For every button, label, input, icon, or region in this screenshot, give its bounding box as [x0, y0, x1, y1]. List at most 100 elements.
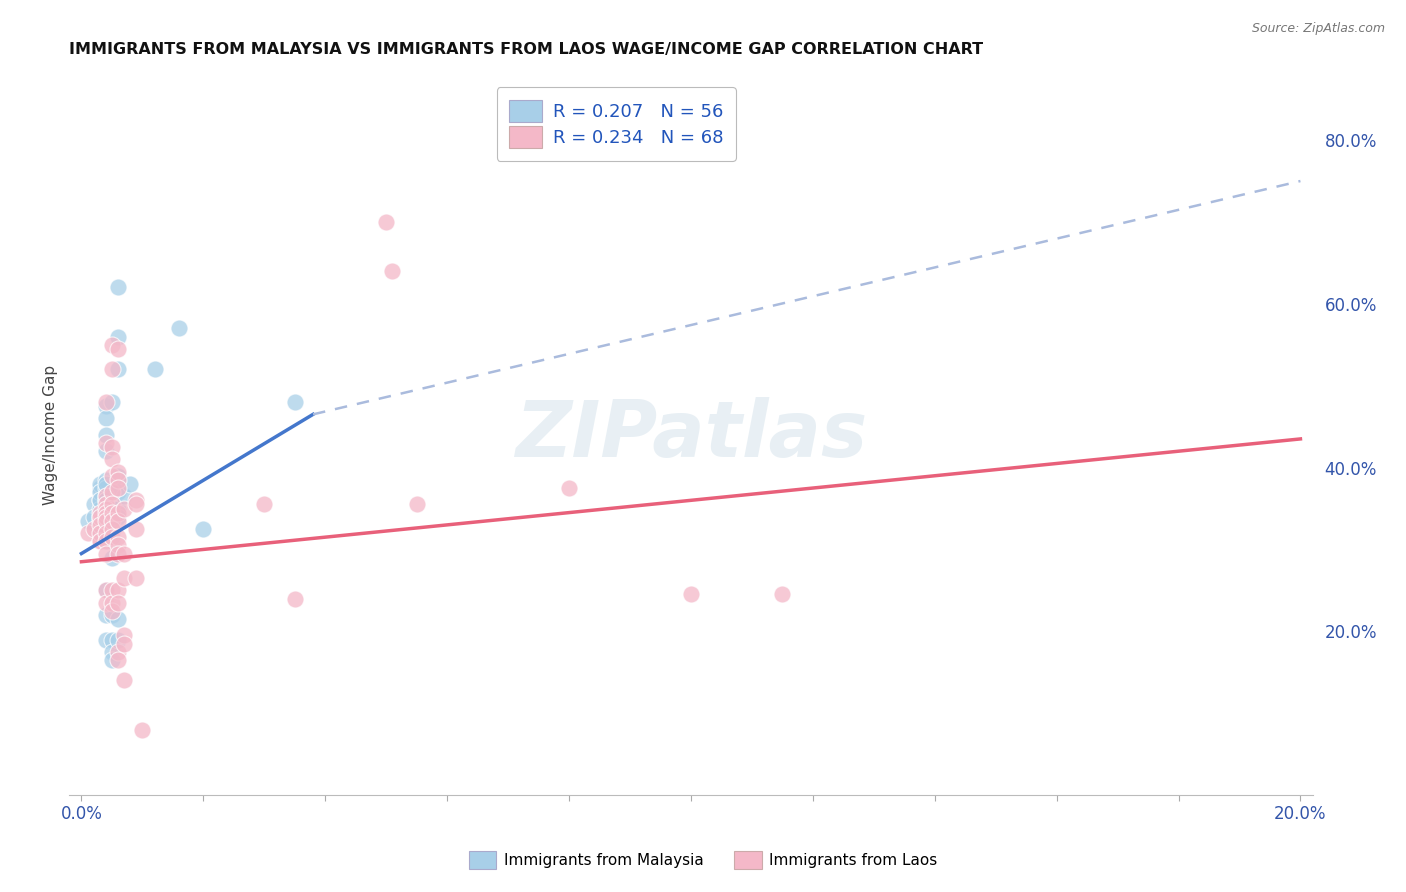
Point [94, 534, 117, 549]
Text: Source: ZipAtlas.com: Source: ZipAtlas.com [1251, 22, 1385, 36]
Point [284, 395, 307, 409]
Point [89, 509, 111, 524]
Point [381, 264, 404, 278]
Point [83, 509, 105, 524]
Point [120, 477, 142, 491]
Point [107, 645, 129, 659]
Point [94, 517, 117, 532]
Point [89, 485, 111, 500]
Point [94, 526, 117, 541]
Point [94, 493, 117, 508]
Point [125, 571, 148, 585]
Point [101, 604, 124, 618]
Point [107, 509, 129, 524]
Point [131, 723, 153, 737]
Point [89, 477, 111, 491]
Point [94, 583, 117, 598]
Point [101, 596, 124, 610]
Point [101, 440, 124, 454]
Point [405, 497, 427, 511]
Point [94, 489, 117, 503]
Point [101, 534, 124, 549]
Point [107, 481, 129, 495]
Point [107, 538, 129, 552]
Point [143, 362, 166, 376]
Point [125, 497, 148, 511]
Point [107, 530, 129, 544]
Point [94, 506, 117, 520]
Point [101, 497, 124, 511]
Point [76, 526, 98, 541]
Point [112, 501, 135, 516]
Point [101, 632, 124, 647]
Point [107, 506, 129, 520]
Point [167, 321, 190, 335]
Point [94, 395, 117, 409]
Point [101, 526, 124, 541]
Point [284, 591, 307, 606]
Point [94, 534, 117, 549]
Point [101, 607, 124, 622]
Point [107, 501, 129, 516]
Point [83, 497, 105, 511]
Legend: Immigrants from Malaysia, Immigrants from Laos: Immigrants from Malaysia, Immigrants fro… [463, 845, 943, 875]
Point [112, 628, 135, 642]
Point [107, 514, 129, 528]
Point [101, 583, 124, 598]
Point [107, 547, 129, 561]
Point [101, 653, 124, 667]
Point [89, 509, 111, 524]
Point [107, 596, 129, 610]
Point [94, 481, 117, 495]
Point [101, 522, 124, 536]
Point [94, 547, 117, 561]
Point [89, 534, 111, 549]
Point [107, 583, 129, 598]
Point [101, 362, 124, 376]
Point [679, 587, 702, 601]
Point [94, 632, 117, 647]
Point [94, 444, 117, 458]
Point [94, 493, 117, 508]
Point [94, 501, 117, 516]
Y-axis label: Wage/Income Gap: Wage/Income Gap [44, 365, 58, 505]
Point [101, 506, 124, 520]
Point [89, 493, 111, 508]
Point [89, 534, 111, 549]
Point [94, 477, 117, 491]
Point [83, 522, 105, 536]
Point [101, 468, 124, 483]
Point [101, 550, 124, 565]
Point [89, 506, 111, 520]
Point [112, 489, 135, 503]
Point [101, 530, 124, 544]
Point [94, 411, 117, 425]
Point [112, 571, 135, 585]
Point [253, 497, 276, 511]
Point [101, 497, 124, 511]
Point [89, 526, 111, 541]
Point [101, 485, 124, 500]
Point [558, 481, 581, 495]
Point [770, 587, 793, 601]
Point [101, 395, 124, 409]
Legend: R = 0.207   N = 56, R = 0.234   N = 68: R = 0.207 N = 56, R = 0.234 N = 68 [496, 87, 735, 161]
Point [94, 583, 117, 598]
Point [94, 399, 117, 413]
Point [107, 485, 129, 500]
Point [94, 517, 117, 532]
Point [375, 215, 398, 229]
Point [89, 493, 111, 508]
Point [94, 509, 117, 524]
Point [193, 522, 215, 536]
Point [101, 338, 124, 352]
Point [101, 509, 124, 524]
Point [107, 612, 129, 626]
Point [94, 501, 117, 516]
Point [101, 514, 124, 528]
Point [89, 517, 111, 532]
Point [94, 509, 117, 524]
Point [94, 607, 117, 622]
Point [89, 514, 111, 528]
Point [107, 473, 129, 487]
